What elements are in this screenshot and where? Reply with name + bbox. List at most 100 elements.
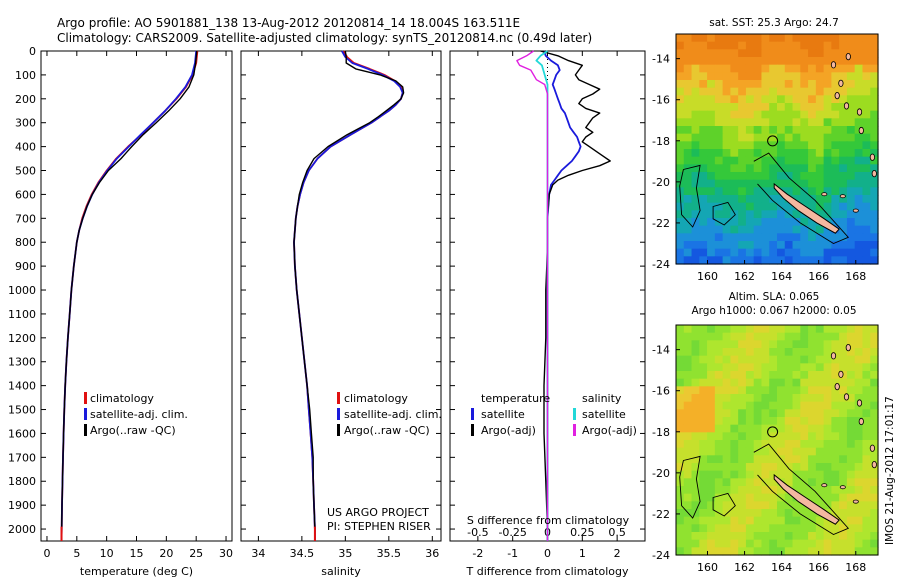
plot-frame [40,50,233,542]
map-cell [714,241,724,250]
map-cell [862,241,871,250]
map-cell [683,126,693,135]
map-cell [753,202,763,211]
map-cell [738,164,747,173]
map-cell [714,363,724,372]
y-tick-label-1000: 1000 [8,284,36,297]
map-cell [714,141,724,150]
map-cell [730,340,739,349]
map-cell [846,80,856,89]
legend-label-argo: Argo(..raw -QC) [90,424,176,437]
map-cell [738,455,747,464]
map-cell [870,241,879,250]
map-cell [707,103,716,112]
x-axis-label: T difference from climatology [466,565,629,578]
map-cell [815,49,825,58]
map-cell [777,87,786,96]
island-landmass [773,473,840,525]
map-cell [846,516,856,525]
map-cell [761,210,770,219]
map-cell [714,394,724,403]
map-cell [699,447,708,456]
map-cell [691,164,700,173]
map-cell [730,118,739,127]
map-cell [753,248,763,257]
map-cell [815,463,825,472]
map-cell [707,401,716,410]
map-cell [831,363,840,372]
map-cell [777,332,786,341]
map-cell [800,417,809,426]
map-cell [862,332,871,341]
map-cell [676,64,685,73]
map-cell [854,470,864,479]
map-cell [753,455,763,464]
map-cell [815,256,825,265]
legend-label-climatology: climatology [90,392,154,405]
map-cell [714,195,724,204]
map-cell [714,348,724,357]
map-cell [769,95,778,104]
map-cell [707,325,716,334]
map-cell [792,179,801,188]
map-cell [745,424,755,433]
map-cell [846,218,856,227]
map-cell [761,363,770,372]
map-cell [784,463,794,472]
map-cell [769,463,778,472]
map-cell [784,164,794,173]
map-cell [831,493,840,502]
map-cell [738,49,747,58]
map-cell [753,34,763,43]
map-cell [699,455,708,464]
map-cell [846,355,856,364]
map-cell [839,509,848,518]
map-cell [699,493,708,502]
map-cell [792,478,801,487]
map-cell [846,149,856,158]
map-cell [784,95,794,104]
map-cell [730,34,739,43]
island-small [830,352,837,360]
map-cell [808,34,817,43]
map-cell [784,417,794,426]
map-cell [839,156,848,165]
y-tick-label-400: 400 [15,141,36,154]
map-cell [707,493,716,502]
island-small [830,61,837,69]
map-cell [769,378,778,387]
map-cell [707,64,716,73]
map-cell [777,501,786,510]
island-small [858,417,864,426]
map-cell [691,440,700,449]
map-cell [769,332,778,341]
map-cell [738,463,747,472]
map-cell [683,409,693,418]
map-cell [808,164,817,173]
map-cell [792,41,801,50]
map-cell [738,470,747,479]
map-cell [738,248,747,257]
map-cell [784,516,794,525]
map-cell [691,332,700,341]
map-cell [846,141,856,150]
map-cell [792,516,801,525]
map-cell [777,470,786,479]
map-cell [792,401,801,410]
map-cell [738,501,747,510]
map-cell [699,516,708,525]
map-cell [745,210,755,219]
map-x-tick-label-164: 164 [771,270,792,283]
map-cell [753,156,763,165]
x-tick-label-top-0-25: 0.25 [570,526,595,539]
map-cell [676,371,685,380]
map-cell [699,409,708,418]
map-cell [792,470,801,479]
map-cell [808,547,817,556]
x-tick-label-15: 15 [130,547,144,560]
map-cell [761,248,770,257]
map-cell [839,447,848,456]
map-cell [707,355,716,364]
map-cell [862,103,871,112]
map-cell [722,501,731,510]
